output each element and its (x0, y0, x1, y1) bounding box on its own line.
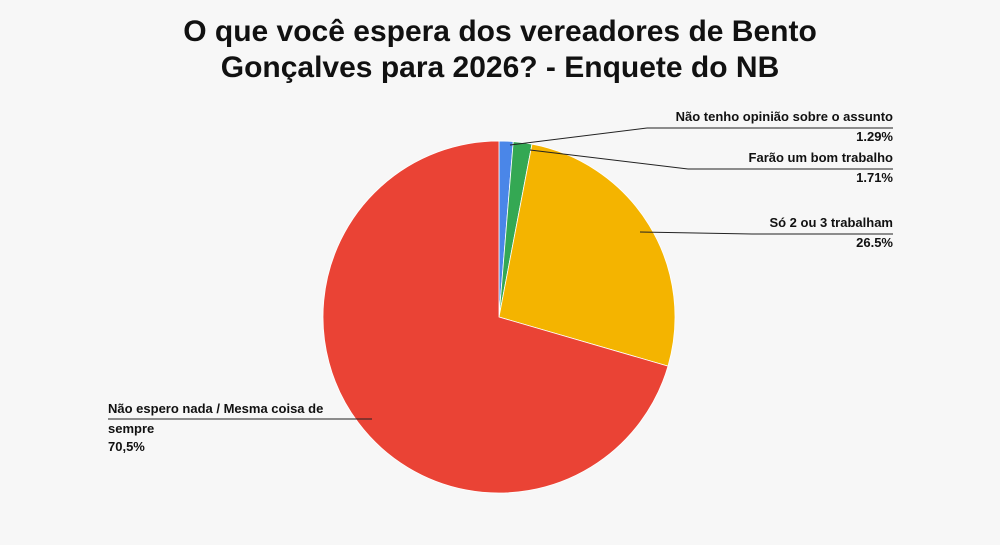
slice-label: Não espero nada / Mesma coisa de (108, 401, 323, 416)
slice-value-label: 1.71% (856, 170, 893, 185)
slice-value-label: 26.5% (856, 235, 893, 250)
leader-line (639, 231, 753, 235)
slice-label: Farão um bom trabalho (749, 150, 894, 165)
leader-line (509, 127, 648, 146)
slice-label: Só 2 ou 3 trabalham (769, 215, 893, 230)
chart-title-line-2: Gonçalves para 2026? - Enquete do NB (220, 51, 780, 84)
slice-value-label: 70,5% (108, 439, 145, 454)
pie-slice (322, 140, 669, 494)
chart-title-line-1: O que você espera dos vereadores de Bent… (183, 15, 817, 48)
slice-label: sempre (108, 421, 154, 436)
chart-title: O que você espera dos vereadores de Bent… (0, 14, 1000, 86)
leader-line (529, 149, 689, 170)
slice-value-label: 1.29% (856, 129, 893, 144)
slice-label: Não tenho opinião sobre o assunto (676, 109, 893, 124)
